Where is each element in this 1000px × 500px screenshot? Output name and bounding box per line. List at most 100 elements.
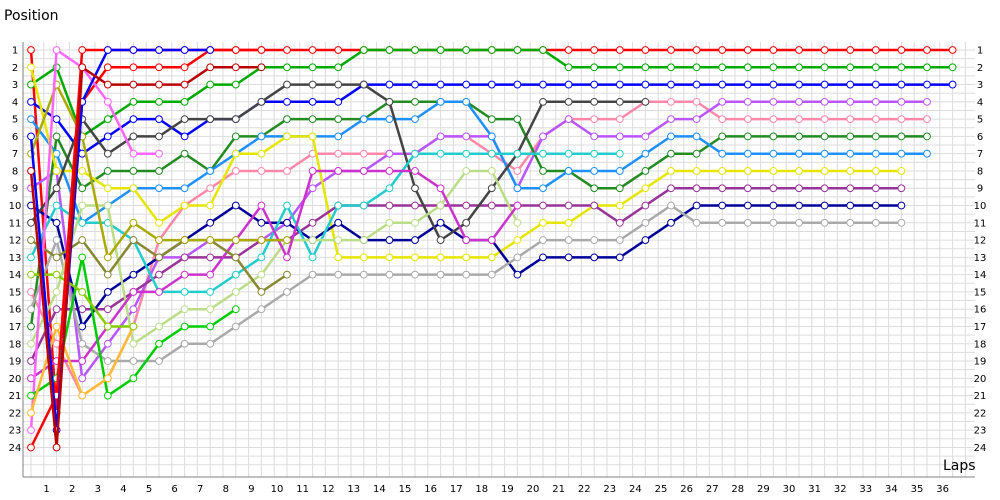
data-point: [871, 184, 880, 193]
data-point: [27, 80, 35, 89]
data-point: [231, 305, 240, 314]
data-point: [78, 305, 87, 314]
data-point: [78, 374, 87, 383]
data-point: [513, 167, 522, 175]
data-point: [27, 339, 35, 348]
data-point: [206, 80, 215, 89]
data-point: [487, 236, 496, 244]
x-tick-label: 32: [834, 484, 847, 495]
data-point: [641, 80, 650, 89]
data-point: [462, 149, 471, 158]
data-point: [846, 201, 855, 210]
y-tick-label-right: 24: [974, 443, 987, 454]
data-point: [78, 253, 87, 262]
data-point: [436, 46, 445, 54]
data-point: [641, 46, 650, 54]
data-point: [27, 322, 35, 331]
data-point: [897, 97, 906, 106]
data-point: [615, 236, 624, 244]
data-point: [590, 167, 599, 175]
y-tick-label-right: 7: [977, 149, 983, 160]
data-point: [27, 63, 35, 72]
data-point: [129, 97, 138, 106]
data-point: [615, 97, 624, 106]
data-point: [718, 201, 727, 210]
y-tick-label-left: 23: [9, 426, 22, 437]
data-point: [180, 184, 189, 193]
data-point: [641, 97, 650, 106]
data-point: [718, 149, 727, 158]
data-point: [283, 115, 291, 124]
data-point: [743, 46, 752, 54]
data-point: [846, 149, 855, 158]
data-point: [359, 80, 368, 89]
data-point: [155, 322, 163, 331]
x-tick-label: 33: [859, 484, 872, 495]
data-point: [257, 253, 266, 262]
series-line: [29, 48, 161, 432]
data-point: [129, 115, 138, 124]
y-tick-label-right: 23: [974, 426, 987, 437]
data-point: [78, 201, 87, 210]
data-point: [334, 270, 343, 279]
data-point: [129, 63, 138, 72]
data-point: [385, 270, 394, 279]
x-tick-label: 27: [706, 484, 719, 495]
data-point: [155, 270, 163, 279]
y-tick-label-right: 9: [977, 184, 983, 195]
data-point: [897, 46, 906, 54]
y-tick-label-left: 19: [9, 357, 22, 368]
x-tick-label: 34: [885, 484, 898, 495]
data-point: [871, 80, 880, 89]
data-point: [923, 46, 931, 54]
data-point: [283, 236, 291, 244]
data-point: [359, 115, 368, 124]
series-line: [29, 169, 519, 346]
y-tick-label-left: 12: [9, 236, 22, 247]
data-point: [871, 201, 880, 210]
data-point: [795, 218, 803, 227]
data-point: [231, 149, 240, 158]
data-point: [718, 80, 727, 89]
y-tick-label-left: 7: [12, 149, 18, 160]
data-point: [27, 218, 35, 227]
data-point: [487, 115, 496, 124]
data-point: [513, 80, 522, 89]
x-tick-label: 13: [347, 484, 360, 495]
data-point: [743, 132, 752, 141]
series: [27, 201, 906, 365]
data-point: [539, 167, 547, 175]
data-point: [846, 63, 855, 72]
data-point: [180, 270, 189, 279]
data-point: [820, 115, 829, 124]
data-point: [462, 270, 471, 279]
x-tick-label: 8: [223, 484, 229, 495]
data-point: [129, 339, 138, 348]
data-point: [539, 132, 547, 141]
data-point: [667, 132, 675, 141]
data-point: [308, 63, 317, 72]
data-point: [487, 253, 496, 262]
data-point: [897, 201, 906, 210]
data-point: [103, 253, 112, 262]
data-point: [359, 201, 368, 210]
data-point: [283, 80, 291, 89]
data-point: [334, 115, 343, 124]
data-point: [27, 357, 35, 365]
data-point: [52, 270, 61, 279]
x-tick-label: 6: [171, 484, 177, 495]
series-line: [29, 100, 929, 225]
data-point: [539, 218, 547, 227]
data-point: [257, 305, 266, 314]
x-tick-label: 12: [322, 484, 335, 495]
y-tick-label-right: 16: [974, 305, 987, 316]
data-point: [539, 46, 547, 54]
x-tick-label: 9: [248, 484, 254, 495]
data-point: [257, 201, 266, 210]
data-point: [257, 63, 266, 72]
data-point: [308, 218, 317, 227]
data-point: [283, 270, 291, 279]
data-point: [820, 184, 829, 193]
data-point: [897, 80, 906, 89]
data-point: [52, 184, 61, 193]
